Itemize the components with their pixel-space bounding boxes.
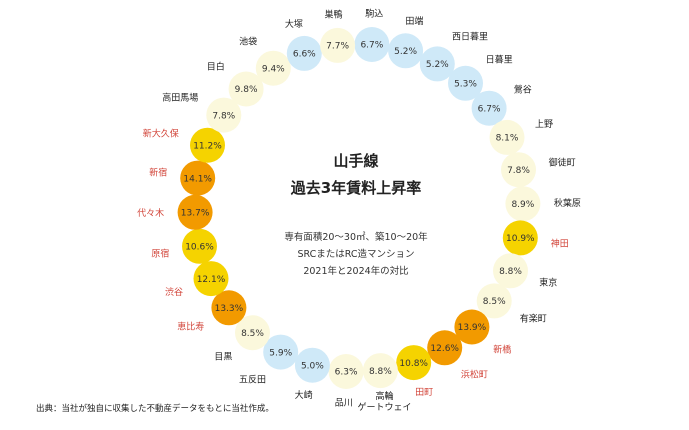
station-bubble: [286, 35, 322, 71]
station-bubble: [190, 127, 225, 163]
station-value-label: 5.2%: [426, 60, 449, 70]
station-value-label: 8.8%: [369, 367, 392, 377]
station-name-label: 新宿: [149, 167, 167, 179]
station-name-label: 田町: [415, 387, 433, 398]
station-name-label: 東京: [539, 277, 557, 289]
station-bubble: [454, 309, 490, 345]
station-value-label: 10.8%: [399, 359, 428, 369]
chart-subtitle-line-3: 2021年と2024年の対比: [303, 265, 408, 277]
station-bubble: [228, 71, 264, 107]
station-bubble: [211, 290, 247, 326]
station-value-label: 5.0%: [301, 361, 324, 371]
station-bubble: [263, 334, 299, 370]
station-name-label: 有楽町: [520, 312, 547, 324]
station-value-label: 13.7%: [181, 209, 210, 219]
station-bubble: [501, 152, 536, 188]
station-value-label: 9.4%: [262, 64, 285, 74]
station-name-label: 上野: [535, 119, 553, 130]
station-value-label: 6.3%: [335, 368, 358, 378]
station-name-label: 神田: [551, 238, 569, 250]
station-name-label: 新大久保: [143, 127, 179, 139]
station-bubble: [255, 50, 291, 86]
station-value-label: 10.9%: [506, 234, 535, 244]
station-bubble: [427, 330, 463, 366]
station-name-label: 駒込: [365, 8, 383, 20]
station-bubble: [489, 119, 525, 155]
station-bubble: [206, 97, 242, 133]
station-name-label: 目白: [207, 61, 225, 73]
station-name-label: 高田馬場: [162, 92, 198, 104]
station-bubble: [493, 253, 528, 289]
station-name-label: 品川: [335, 397, 353, 408]
station-name-label: 新橋: [493, 343, 511, 355]
station-bubble: [396, 345, 432, 381]
station-name-label: 浜松町: [461, 368, 488, 380]
station-bubble: [193, 261, 229, 297]
station-bubble: [294, 347, 330, 383]
station-name-label: 原宿: [151, 248, 169, 260]
station-value-label: 5.3%: [454, 80, 477, 90]
station-name-label: 高輪ゲートウェイ: [357, 390, 411, 413]
station-value-label: 6.7%: [360, 41, 383, 51]
station-value-label: 5.2%: [394, 47, 417, 57]
station-name-label: 五反田: [239, 374, 266, 385]
station-name-label: 御徒町: [549, 157, 576, 169]
station-name-label: 代々木: [137, 207, 164, 219]
station-value-label: 9.8%: [235, 85, 258, 95]
station-bubble: [476, 283, 512, 319]
station-value-label: 8.9%: [511, 200, 534, 210]
station-value-label: 7.8%: [212, 111, 235, 121]
station-value-label: 13.9%: [458, 323, 487, 333]
station-name-label: 池袋: [239, 36, 257, 48]
station-bubble: [328, 354, 364, 389]
station-bubble: [354, 27, 390, 62]
station-value-label: 12.1%: [197, 275, 226, 285]
station-bubble: [388, 33, 424, 69]
station-value-label: 8.1%: [496, 134, 519, 144]
station-value-label: 12.6%: [430, 344, 459, 354]
station-bubble: [235, 315, 270, 351]
station-value-label: 7.7%: [326, 42, 349, 52]
station-value-label: 8.8%: [499, 267, 522, 277]
station-value-label: 10.6%: [185, 243, 214, 253]
station-name-label: 恵比寿: [177, 321, 204, 333]
station-name-label: 西日暮里: [452, 31, 488, 43]
station-name-label: 鶯谷: [514, 83, 532, 95]
station-bubble: [505, 186, 541, 222]
chart-title-line-2: 過去3年賃料上昇率: [290, 179, 421, 197]
station-value-label: 13.3%: [215, 304, 244, 314]
station-bubble: [362, 353, 398, 389]
station-name-label: 田端: [405, 15, 423, 27]
station-bubble: [177, 194, 213, 230]
station-value-label: 8.5%: [241, 329, 264, 339]
chart-title-line-1: 山手線: [333, 152, 378, 170]
station-value-label: 7.8%: [507, 166, 530, 176]
station-name-label: 渋谷: [165, 286, 183, 298]
station-ring: 6.7% 駒込 5.2% 田端 5.2% 西日暮里 5.3% 日暮里 6.7% 鶯谷 8.1% 上野 7…: [137, 8, 581, 413]
station-name-label: 大崎: [295, 389, 313, 401]
chart-subtitle-line-2: SRCまたはRC造マンション: [297, 248, 414, 260]
station-value-label: 11.2%: [193, 141, 222, 151]
station-value-label: 5.9%: [269, 348, 292, 358]
station-value-label: 8.5%: [483, 297, 506, 307]
station-bubble: [448, 65, 483, 101]
station-name-label: 日暮里: [486, 54, 513, 66]
station-value-label: 6.7%: [478, 104, 501, 114]
station-value-label: 6.6%: [293, 50, 316, 60]
station-bubble: [419, 46, 455, 82]
station-bubble: [182, 228, 217, 264]
station-name-label: 秋葉原: [554, 197, 581, 209]
station-bubble: [180, 160, 216, 196]
chart-subtitle-line-1: 専有面積20～30㎡、築10～20年: [284, 231, 428, 243]
station-bubble: [471, 90, 507, 126]
station-name-label: 巣鴨: [324, 9, 342, 21]
station-value-label: 14.1%: [183, 174, 212, 184]
source-note: 出典：当社が独自に収集した不動産データをもとに当社作成。: [36, 403, 274, 414]
station-name-label: 目黒: [214, 351, 232, 362]
station-bubble: [320, 27, 356, 63]
station-bubble: [502, 220, 538, 256]
station-name-label: 大塚: [285, 18, 303, 30]
